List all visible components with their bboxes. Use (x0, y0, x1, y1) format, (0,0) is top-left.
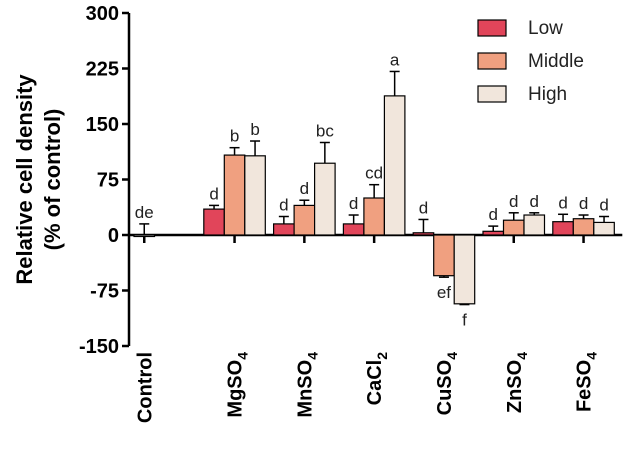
bar-low-cuso4 (412, 232, 435, 236)
category-label-base: ZnSO (504, 360, 526, 413)
sig-label: b (250, 120, 259, 139)
category-label-subscript: 2 (374, 352, 390, 360)
category-label-feso4: FeSO4 (574, 352, 600, 412)
bar-middle-mnso4 (293, 204, 316, 236)
sig-label: d (509, 192, 518, 211)
bar-middle-znso4 (502, 219, 525, 236)
sig-label: d (489, 205, 498, 224)
category-label-base: MnSO (294, 360, 316, 418)
bar-high-cacl2 (383, 95, 406, 236)
bar-low-znso4 (482, 230, 505, 236)
y-tick-label: 75 (97, 170, 119, 192)
bar-middle-mgso4 (223, 154, 246, 236)
category-label-base: CaCl (364, 360, 386, 406)
bar-high-cuso4 (453, 234, 476, 305)
bar-high-feso4 (593, 221, 615, 236)
sig-label: ef (437, 283, 451, 302)
y-axis-title-line: Relative cell density (12, 74, 37, 285)
legend-label-low: Low (528, 18, 563, 39)
category-label-subscript: 4 (304, 352, 320, 360)
sig-label: d (599, 196, 608, 215)
category-label-base: FeSO (574, 360, 596, 412)
bar-low-mgso4 (203, 208, 225, 236)
y-axis-title: Relative cell density (% of control) (12, 74, 65, 285)
category-label-mgso4: MgSO4 (225, 352, 251, 418)
y-tick-label: -150 (79, 336, 119, 358)
bar-high-mgso4 (244, 155, 266, 236)
category-label-subscript: 4 (235, 352, 251, 360)
sig-label-control: de (135, 203, 154, 222)
category-label-subscript: 4 (584, 352, 600, 360)
sig-label: b (230, 127, 239, 146)
bar-middle-cuso4 (433, 234, 455, 277)
sig-label: d (579, 194, 588, 213)
bar-control (133, 234, 156, 238)
category-label-base: CuSO (434, 360, 456, 416)
legend-swatch-high (477, 85, 507, 103)
legend-label-middle: Middle (528, 51, 584, 72)
bar-middle-cacl2 (363, 197, 385, 236)
y-tick-label: -75 (90, 281, 119, 303)
category-label-znso4: ZnSO4 (504, 352, 530, 413)
sig-label: d (419, 198, 428, 217)
sig-label: d (530, 192, 539, 211)
bar-low-feso4 (552, 221, 574, 236)
bar-low-mnso4 (273, 223, 295, 236)
sig-label: d (300, 179, 309, 198)
legend-swatch-middle (477, 52, 507, 70)
category-label-mnso4: MnSO4 (294, 352, 320, 418)
sig-label: d (349, 194, 358, 213)
bar-middle-feso4 (572, 218, 595, 236)
y-tick-label: 225 (86, 59, 119, 81)
category-label-subscript: 4 (514, 352, 530, 360)
category-label-control: Control (134, 352, 156, 423)
category-label-base: Control (134, 352, 156, 423)
sig-label: cd (365, 164, 383, 183)
sig-label: d (558, 193, 567, 212)
bar-high-znso4 (523, 214, 546, 236)
sig-label: f (462, 311, 467, 330)
y-tick-label: 150 (86, 114, 119, 136)
sig-label: d (209, 184, 218, 203)
category-label-cacl2: CaCl2 (364, 352, 390, 406)
category-label-base: MgSO (225, 360, 247, 418)
legend-label-high: High (528, 84, 567, 105)
sig-label: d (279, 196, 288, 215)
sig-label: a (390, 50, 400, 69)
y-axis-title-line: (% of control) (40, 109, 65, 251)
y-tick-label: 300 (86, 3, 119, 25)
sig-label: bc (316, 122, 334, 141)
category-label-subscript: 4 (444, 352, 460, 360)
bar-low-cacl2 (342, 223, 365, 236)
category-label-cuso4: CuSO4 (434, 352, 460, 416)
legend-swatch-low (477, 19, 507, 37)
bar-high-mnso4 (314, 162, 336, 236)
y-tick-label: 0 (108, 225, 119, 247)
